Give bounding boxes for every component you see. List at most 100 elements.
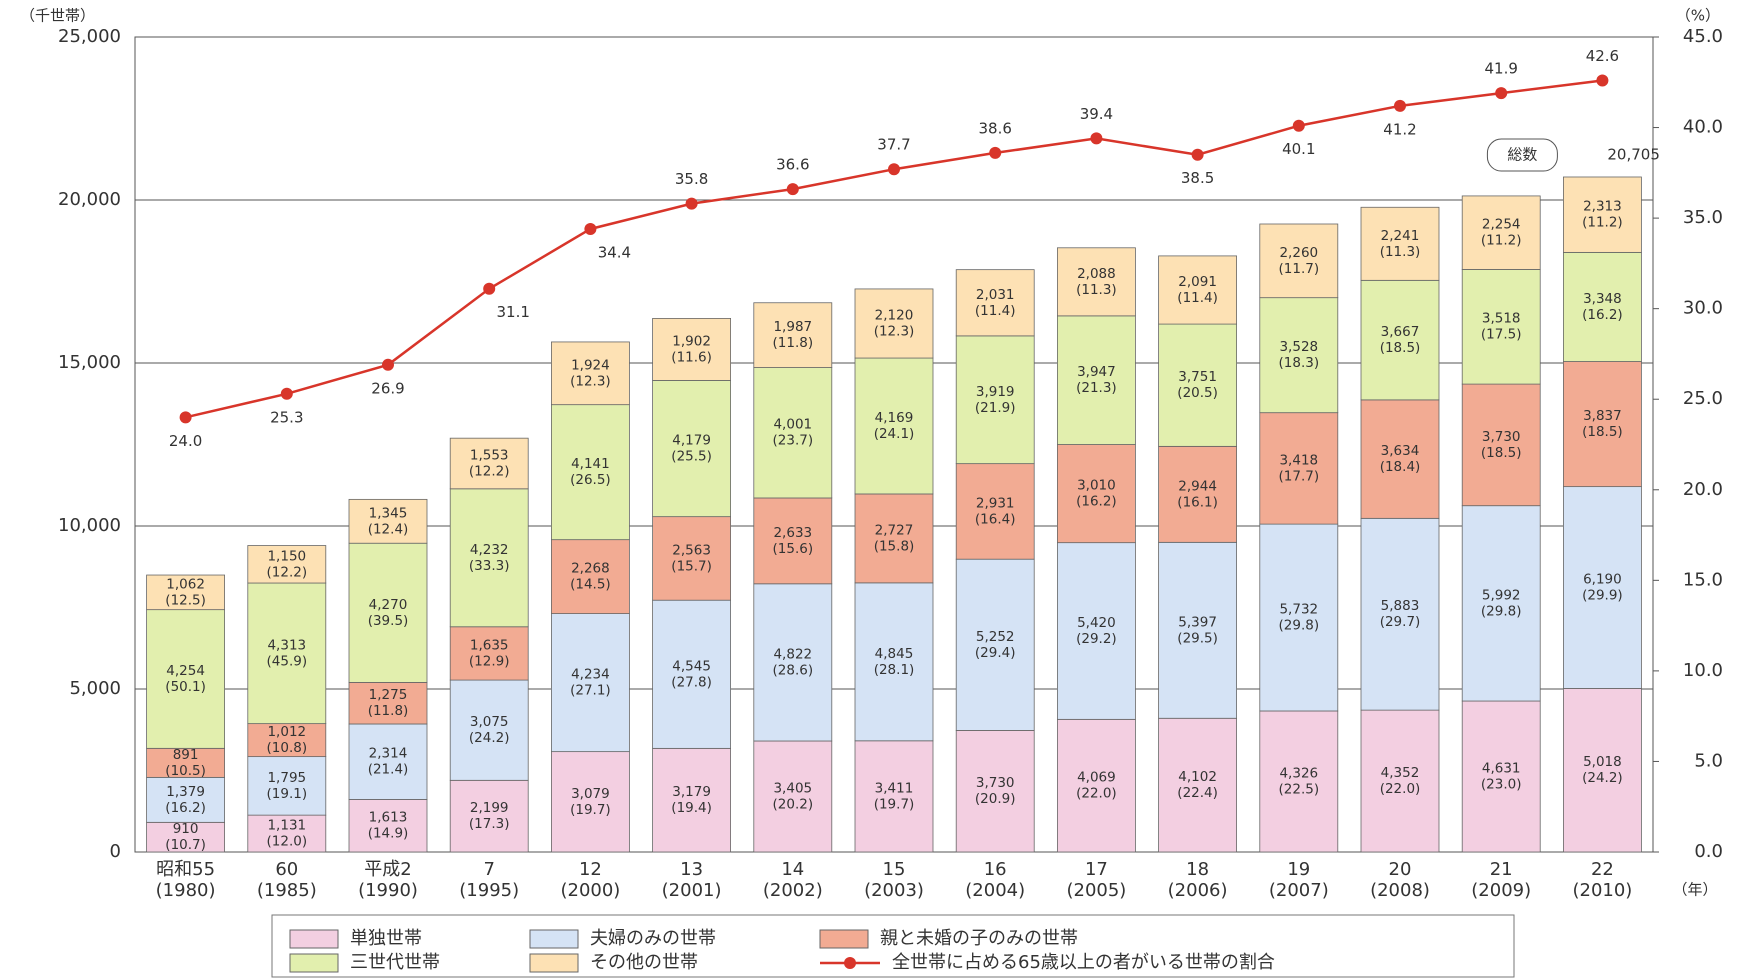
line-point [1394,99,1406,112]
x-tick-label: (2009) [1471,880,1531,901]
y2-tick-label: 15.0 [1683,569,1723,590]
segment-share-label: (21.9) [975,400,1016,416]
segment-share-label: (11.7) [1279,261,1320,277]
bar-segment [955,269,1035,337]
segment-value-label: 4,001 [773,417,812,433]
segment-value-label: 3,730 [1482,429,1521,445]
x-tick-label: (2007) [1269,880,1329,901]
segment-value-label: 4,545 [672,658,711,674]
legend-box [271,914,1515,978]
segment-value-label: 6,190 [1583,572,1622,588]
x-tick-label: 14 [781,859,804,880]
x-tick-label: (2002) [763,880,823,901]
segment-value-label: 5,397 [1178,614,1217,630]
segment-value-label: 4,313 [267,637,306,653]
y2-tick-label: 35.0 [1683,207,1723,228]
x-tick-label: 19 [1287,859,1310,880]
line-value-label: 36.6 [776,156,809,174]
line-value-label: 35.8 [675,170,708,188]
segment-share-label: (20.9) [975,791,1016,807]
segment-value-label: 4,270 [369,597,408,613]
x-tick-label: 60 [275,859,298,880]
segment-share-label: (12.2) [469,463,510,479]
segment-value-label: 3,919 [976,384,1015,400]
segment-value-label: 2,268 [571,561,610,577]
segment-value-label: 3,528 [1279,339,1318,355]
segment-share-label: (11.4) [1177,290,1218,306]
bar-segment [1360,206,1440,281]
segment-value-label: 1,795 [267,770,306,786]
segment-share-label: (29.5) [1177,630,1218,646]
segment-share-label: (10.7) [165,837,206,853]
line-value-label: 42.6 [1586,47,1619,65]
segment-value-label: 3,411 [875,780,914,796]
y2-tick-label: 30.0 [1683,298,1723,319]
y2-tick-label: 10.0 [1683,660,1723,681]
bar-segment [1158,255,1237,325]
segment-share-label: (33.3) [469,558,510,574]
segment-value-label: 4,179 [672,433,711,449]
x-tick-label: 22 [1591,859,1614,880]
y-unit: （千世帯） [20,7,95,25]
segment-value-label: 4,254 [166,663,205,679]
bar-segment [1057,542,1136,720]
line-value-label: 39.4 [1080,105,1113,123]
bar-segment [753,583,833,742]
line-point [584,222,597,235]
bar-segment [753,367,833,499]
segment-value-label: 2,314 [369,746,408,762]
segment-share-label: (29.2) [1076,631,1117,647]
line-value-label: 24.0 [169,432,202,450]
line-value-label: 37.7 [877,136,910,154]
line-value-label: 31.1 [496,303,529,321]
bar-segment [348,799,428,853]
bar-segment [348,682,428,725]
segment-share-label: (22.0) [1380,781,1421,797]
legend-label: 三世代世帯 [350,952,440,973]
bar-segment [348,542,428,683]
segment-share-label: (12.9) [469,653,510,669]
bar-segment [1563,251,1642,362]
segment-value-label: 2,727 [875,522,914,538]
bar-segment [1360,709,1440,853]
segment-share-label: (16.2) [1582,307,1623,323]
line-point [1191,148,1204,161]
bar-segment [1563,176,1642,253]
line-value-label: 41.9 [1484,60,1517,78]
segment-share-label: (19.7) [570,802,611,818]
segment-value-label: 3,348 [1583,291,1622,307]
x-tick-label: (2010) [1572,880,1632,901]
x-tick-label: (1995) [459,880,519,901]
bar-segment [146,609,226,749]
bar-segment [551,341,630,406]
x-tick-label: (2008) [1370,880,1430,901]
bar-segment [348,498,428,544]
bar-segment [247,545,327,584]
segment-share-label: (45.9) [267,653,308,669]
bar-segment [1259,710,1339,853]
segment-share-label: (16.2) [165,800,206,816]
segment-share-label: (11.6) [671,349,712,365]
x-tick-label: (1990) [358,880,418,901]
segment-value-label: 2,241 [1381,228,1420,244]
segment-value-label: 2,120 [875,307,914,323]
segment-share-label: (12.3) [874,323,915,339]
segment-value-label: 3,010 [1077,478,1116,494]
segment-share-label: (12.2) [267,564,308,580]
segment-value-label: 3,518 [1482,311,1521,327]
segment-share-label: (18.5) [1481,445,1522,461]
line-point [685,197,698,210]
segment-share-label: (29.8) [1279,618,1320,634]
segment-value-label: 4,102 [1178,769,1217,785]
y2-tick-label: 25.0 [1683,388,1723,409]
bar-segment [146,747,226,778]
segment-value-label: 5,883 [1381,598,1420,614]
legend-point [844,957,856,969]
segment-value-label: 3,634 [1381,443,1420,459]
line-value-label: 26.9 [371,379,404,397]
segment-value-label: 5,252 [976,629,1015,645]
line-point [888,163,900,176]
x-tick-label: (1985) [257,880,317,901]
bar-segment [146,821,226,853]
